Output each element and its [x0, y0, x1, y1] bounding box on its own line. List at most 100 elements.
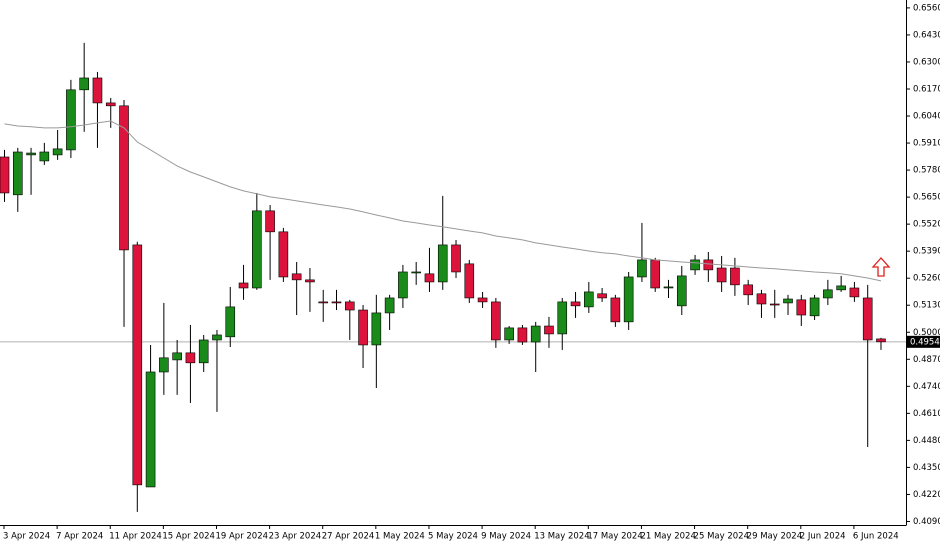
candle-body	[344, 301, 355, 311]
candle-body	[411, 271, 421, 274]
candle-body	[676, 275, 687, 307]
candle-body	[769, 303, 780, 306]
candle-body	[703, 259, 714, 271]
candle-body	[849, 287, 860, 298]
candle-body	[318, 301, 329, 304]
x-tick-label: 15 Apr 2024	[162, 532, 215, 542]
candle-body	[212, 334, 222, 341]
y-tick-label: 0.6040	[913, 112, 940, 122]
candle-body	[690, 259, 700, 271]
candle-body	[796, 299, 807, 316]
y-tick-label: 0.6430	[913, 30, 940, 40]
candle-body	[610, 297, 621, 323]
x-tick-label: 29 May 2024	[747, 532, 802, 542]
candle-body	[52, 148, 63, 156]
y-tick-label: 0.5130	[913, 301, 940, 311]
x-tick-label: 11 Apr 2024	[109, 532, 162, 542]
candle-body	[371, 312, 382, 346]
up-arrow-signal	[871, 257, 891, 277]
y-tick-label: 0.4350	[913, 463, 940, 473]
candle-body	[876, 338, 886, 343]
y-tick-label: 0.4610	[913, 409, 940, 419]
candle-body	[278, 231, 289, 278]
candle-body	[557, 301, 568, 335]
x-tick-label: 2 Jun 2024	[800, 532, 846, 542]
candle-body	[530, 325, 541, 343]
candle-body	[132, 244, 143, 486]
candle-body	[623, 276, 634, 323]
x-tick-label: 19 Apr 2024	[215, 532, 268, 542]
candle-body	[716, 267, 727, 283]
y-tick-label: 0.5780	[913, 166, 940, 176]
candle-body	[305, 279, 315, 283]
candle-body	[743, 284, 753, 296]
candle-body	[0, 156, 10, 194]
y-tick-label: 0.5520	[913, 220, 940, 230]
candle-body	[637, 259, 647, 278]
y-tick-label: 0.4090	[913, 517, 940, 527]
candle-body	[66, 89, 76, 151]
x-tick-label: 1 May 2024	[375, 532, 425, 542]
candle-body	[384, 297, 395, 314]
candle-body	[39, 151, 50, 162]
y-tick-label: 0.5000	[913, 328, 940, 338]
candle-body	[12, 151, 23, 196]
x-tick-label: 13 May 2024	[534, 532, 589, 542]
candle-body	[198, 339, 209, 364]
candle-body	[730, 267, 740, 286]
candle-body	[185, 352, 196, 364]
last-price-box	[907, 335, 940, 348]
candle-body	[145, 371, 156, 488]
candle-body	[424, 273, 435, 283]
y-tick-label: 0.6300	[913, 57, 940, 67]
candle-body	[570, 301, 581, 307]
candle-body	[823, 289, 833, 299]
candle-body	[504, 327, 514, 341]
last-price-label: 0.4954	[910, 337, 940, 347]
candle-body	[238, 282, 249, 289]
candle-body	[159, 357, 169, 373]
candle-body	[809, 297, 820, 317]
y-tick-label: 0.5260	[913, 274, 940, 284]
candle-body	[836, 285, 846, 291]
candle-body	[265, 210, 275, 233]
y-tick-label: 0.4870	[913, 355, 940, 365]
candle-body	[437, 244, 448, 283]
x-tick-label: 21 May 2024	[640, 532, 695, 542]
x-tick-label: 3 Apr 2024	[3, 532, 50, 542]
candle-body	[783, 298, 793, 304]
candle-body	[584, 291, 594, 308]
y-tick-label: 0.4740	[913, 382, 940, 392]
candle-body	[650, 259, 661, 289]
candle-body	[105, 102, 116, 107]
x-tick-label: 25 May 2024	[694, 532, 749, 542]
candle-body	[464, 263, 475, 299]
candle-body	[358, 309, 368, 346]
candle-body	[862, 297, 873, 341]
candle-body	[517, 327, 528, 343]
x-tick-label: 7 Apr 2024	[56, 532, 103, 542]
y-tick-label: 0.5910	[913, 139, 940, 149]
y-tick-label: 0.4480	[913, 436, 940, 446]
x-tick-label: 6 Jun 2024	[853, 532, 899, 542]
x-tick-label: 9 May 2024	[481, 532, 531, 542]
candle-body	[291, 273, 302, 281]
y-tick-label: 0.5390	[913, 247, 940, 257]
x-tick-label: 5 May 2024	[428, 532, 478, 542]
x-tick-label: 23 Apr 2024	[269, 532, 322, 542]
candle-body	[663, 286, 674, 289]
y-tick-label: 0.6560	[913, 3, 940, 13]
candle-body	[172, 352, 182, 361]
candle-body	[597, 293, 607, 299]
candle-body	[79, 77, 89, 91]
candle-body	[26, 152, 36, 156]
candle-body	[544, 325, 554, 335]
candle-body	[451, 244, 461, 273]
y-tick-label: 0.4220	[913, 490, 940, 500]
x-tick-label: 17 May 2024	[587, 532, 642, 542]
y-tick-label: 0.5650	[913, 193, 940, 203]
candle-body	[477, 297, 488, 303]
candle-body	[398, 271, 408, 299]
candle-body	[252, 210, 262, 289]
